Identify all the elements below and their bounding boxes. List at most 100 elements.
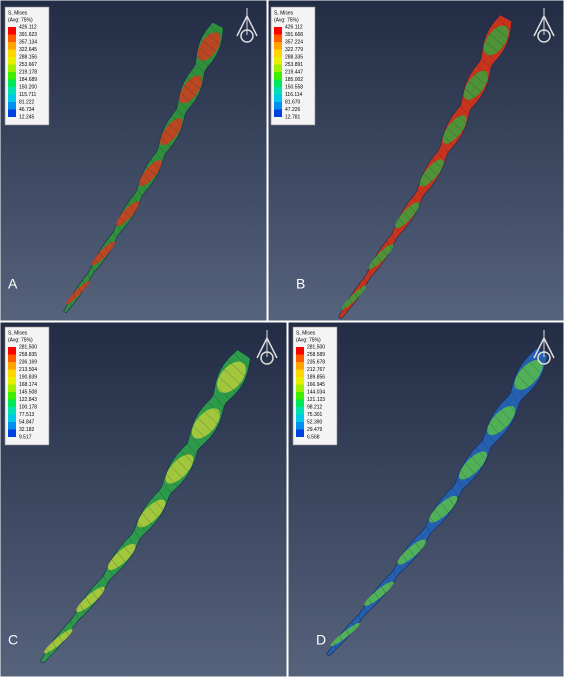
flute-line — [497, 18, 511, 31]
flute-line — [190, 70, 204, 82]
flute-line — [82, 279, 87, 287]
flute-line — [119, 216, 127, 226]
legend-swatch — [8, 49, 16, 57]
legend-swatch — [8, 369, 16, 377]
stress-lobe — [487, 405, 516, 436]
flute-line — [451, 487, 459, 498]
legend-swatch — [8, 347, 16, 355]
panel-label: C — [8, 632, 18, 648]
flute-line — [137, 521, 147, 533]
flute-line — [128, 537, 137, 548]
flute-line — [77, 286, 82, 294]
legend-swatch — [8, 377, 16, 385]
flute-line — [85, 596, 93, 607]
flute-line — [449, 119, 464, 132]
flute-line — [439, 501, 450, 514]
flute-line — [368, 598, 374, 608]
legend-swatch — [8, 34, 16, 42]
stress-lobe — [442, 115, 467, 144]
flute-line — [64, 627, 69, 636]
legend-title: S, Mises — [274, 10, 294, 16]
flute-line — [476, 65, 490, 78]
flute-line — [165, 473, 178, 487]
flute-line — [348, 298, 353, 306]
flute-line — [445, 126, 460, 140]
legend-value: 213.504 — [19, 367, 37, 373]
flute-line — [423, 173, 434, 184]
flute-line — [186, 443, 197, 456]
flute-line — [207, 401, 222, 417]
triad-origin — [240, 29, 254, 43]
stress-lobe — [397, 539, 427, 565]
flute-line — [345, 627, 350, 636]
legend-swatch — [8, 109, 16, 117]
flute-line — [103, 244, 110, 253]
flute-line — [469, 454, 482, 469]
flute-line — [134, 529, 141, 540]
flute-line — [417, 189, 423, 198]
stress-lobe — [66, 280, 90, 305]
flute-line — [47, 649, 51, 657]
flute-line — [160, 137, 171, 148]
flute-line — [344, 305, 348, 313]
stress-lobe — [137, 499, 166, 528]
triad-arrow — [533, 336, 555, 359]
flute-line — [116, 224, 122, 232]
flute-line — [380, 247, 388, 257]
legend-value: 12.781 — [285, 114, 301, 120]
legend-value: 100.178 — [19, 404, 37, 410]
legend-value: 219.447 — [285, 69, 303, 75]
stress-lobe — [368, 244, 394, 270]
flute-line — [471, 72, 487, 86]
flute-line — [113, 231, 117, 239]
legend-value: 52.390 — [307, 419, 323, 425]
legend-swatch — [8, 407, 16, 415]
flute-line — [198, 46, 214, 60]
flute-line — [174, 457, 190, 473]
legend-swatch — [274, 42, 282, 50]
flute-line — [139, 181, 148, 190]
legend-value: 145.508 — [19, 389, 37, 395]
legend-value: 184.689 — [19, 77, 37, 83]
flute-line — [217, 375, 237, 394]
flute-line — [192, 424, 208, 441]
legend-value: 253.667 — [19, 62, 37, 68]
legend-swatch — [8, 384, 16, 392]
stress-lobe — [116, 201, 140, 227]
flute-line — [454, 112, 467, 124]
legend-swatch — [274, 34, 282, 42]
flute-line — [141, 512, 154, 526]
legend-swatch — [296, 384, 304, 392]
flute-line — [371, 262, 378, 271]
flute-line — [520, 365, 538, 383]
flute-line — [169, 465, 185, 481]
flute-line — [189, 434, 202, 447]
flute-line — [180, 450, 194, 465]
flute-line — [200, 38, 218, 53]
legend-value: 54.847 — [19, 419, 35, 425]
legend-value: 29.479 — [307, 427, 323, 433]
legend-swatch — [274, 57, 282, 65]
flute-line — [107, 567, 114, 577]
flute-line — [215, 384, 230, 400]
flute-line — [233, 352, 249, 369]
flute-line — [475, 447, 487, 461]
legend-swatch — [296, 369, 304, 377]
legend-value: 185.002 — [285, 77, 303, 83]
flute-line — [162, 482, 172, 494]
stress-lobe — [463, 70, 488, 100]
stress-lobe — [341, 285, 367, 310]
legend-value: 32.182 — [19, 427, 35, 433]
flute-line — [98, 251, 105, 260]
flute-line — [227, 359, 247, 378]
legend-value: 47.226 — [285, 107, 301, 113]
legend-swatch — [296, 362, 304, 370]
flute-line — [155, 152, 163, 162]
flute-line — [407, 203, 416, 214]
flute-line — [431, 158, 443, 169]
flute-line — [103, 575, 108, 584]
legend-value: 281.500 — [307, 344, 325, 350]
stress-lobe — [458, 451, 487, 480]
legend-value: 46.734 — [19, 107, 35, 113]
